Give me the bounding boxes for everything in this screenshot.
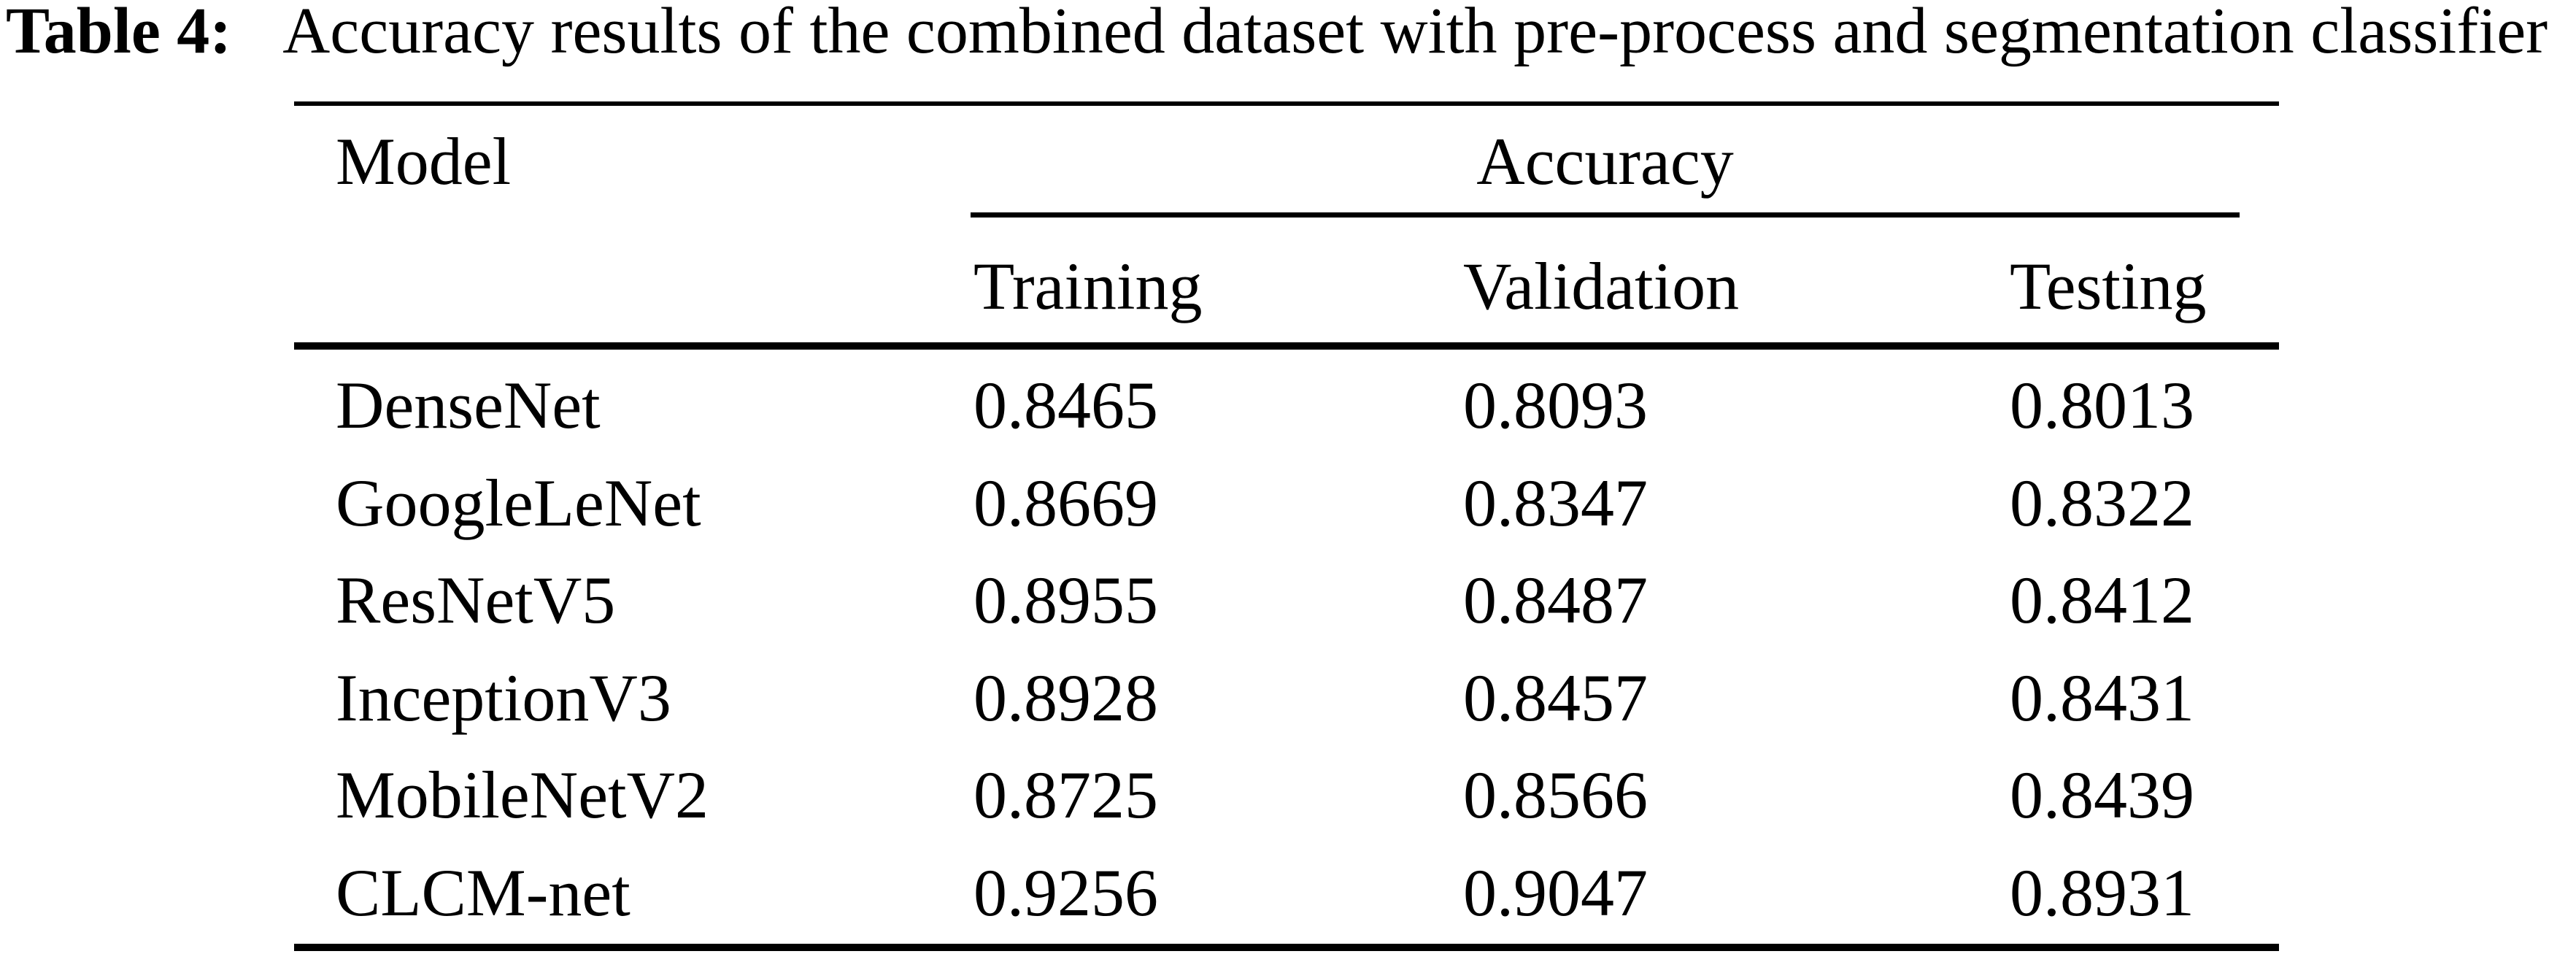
column-group-header-accuracy: Accuracy	[1476, 124, 1734, 199]
table-cell-training: 0.9256	[973, 855, 1158, 930]
table-row-model-name: InceptionV3	[336, 660, 671, 735]
table-bottom-rule	[294, 944, 2279, 951]
table-cell-validation: 0.8093	[1463, 368, 1648, 442]
column-header-model: Model	[336, 124, 512, 199]
table-cell-validation: 0.9047	[1463, 855, 1648, 930]
table-cell-testing: 0.8431	[2010, 660, 2194, 735]
table-cell-validation: 0.8566	[1463, 758, 1648, 832]
table-caption: Table 4: Accuracy results of the combined…	[6, 0, 2548, 64]
table-cell-testing: 0.8439	[2010, 758, 2194, 832]
column-header-validation: Validation	[1463, 249, 1740, 323]
table-row-model-name: CLCM-net	[336, 855, 630, 930]
table-cell-training: 0.8669	[973, 465, 1158, 540]
accuracy-group-rule	[971, 212, 2240, 218]
table-cell-testing: 0.8412	[2010, 563, 2194, 637]
table-cell-training: 0.8955	[973, 563, 1158, 637]
table-cell-training: 0.8928	[973, 660, 1158, 735]
table-row-model-name: ResNetV5	[336, 563, 616, 637]
column-header-testing: Testing	[2010, 249, 2207, 323]
table-cell-testing: 0.8931	[2010, 855, 2194, 930]
table-caption-text: Accuracy results of the combined dataset…	[282, 0, 2548, 67]
table-cell-testing: 0.8013	[2010, 368, 2194, 442]
table-row-model-name: GoogleLeNet	[336, 465, 701, 540]
table-row-model-name: MobileNetV2	[336, 758, 709, 832]
table-cell-validation: 0.8487	[1463, 563, 1648, 637]
table-cell-validation: 0.8457	[1463, 660, 1648, 735]
table-row-model-name: DenseNet	[336, 368, 601, 442]
table-caption-label: Table 4:	[6, 0, 232, 67]
results-table: Model Accuracy Training Validation Testi…	[294, 101, 2279, 951]
column-header-training: Training	[973, 249, 1203, 323]
table-top-rule	[294, 101, 2279, 106]
table-cell-training: 0.8465	[973, 368, 1158, 442]
table-cell-testing: 0.8322	[2010, 465, 2194, 540]
table-cell-training: 0.8725	[973, 758, 1158, 832]
header-separator-rule	[294, 342, 2279, 350]
table-cell-validation: 0.8347	[1463, 465, 1648, 540]
